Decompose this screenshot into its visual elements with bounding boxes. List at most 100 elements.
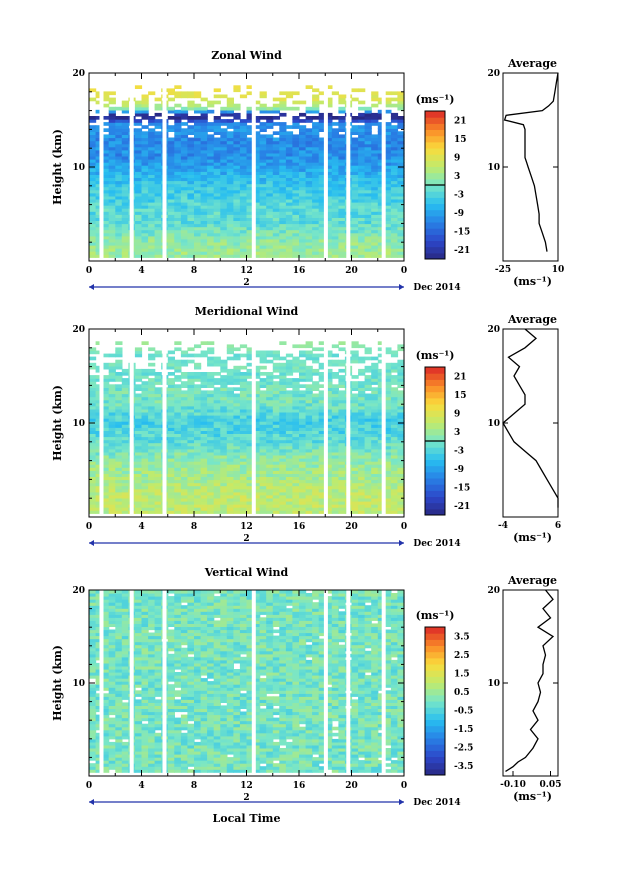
profile-title: Average xyxy=(507,574,557,587)
colorbar-tick-label: -0.5 xyxy=(454,706,473,716)
colorbar-band xyxy=(425,397,445,405)
colorbar-band xyxy=(425,750,445,757)
colorbar-band xyxy=(425,756,445,764)
data-gap xyxy=(251,329,256,517)
colorbar-band xyxy=(425,422,445,430)
colorbar-band xyxy=(425,385,445,393)
profile-y-tick-label: 20 xyxy=(487,586,500,596)
average-profile: Average 10 20 -4 6(ms⁻¹) xyxy=(487,313,561,544)
colorbar-band xyxy=(425,203,445,211)
date-tick-label: 2 xyxy=(243,278,249,288)
profile-y-tick-label: 20 xyxy=(487,325,500,335)
heatmap-field xyxy=(89,73,405,261)
colorbar-tick-label: 21 xyxy=(454,116,467,126)
colorbar-tick-label: -9 xyxy=(454,465,464,475)
colorbar-unit: (ms⁻¹) xyxy=(416,609,455,622)
profile-frame xyxy=(502,72,559,262)
colorbar-band xyxy=(425,373,445,380)
colorbar-band xyxy=(425,502,445,510)
profile-x-label: (ms⁻¹) xyxy=(513,275,552,288)
x-tick-label: 8 xyxy=(191,266,197,276)
profile-y-tick-label: 20 xyxy=(487,69,500,79)
data-gap xyxy=(129,590,134,776)
x-tick-label: 0 xyxy=(86,781,92,791)
colorbar-band xyxy=(425,252,445,260)
y-tick-label: 20 xyxy=(72,69,85,79)
colorbar-band xyxy=(425,744,445,751)
colorbar-band xyxy=(425,633,445,640)
colorbar-frame xyxy=(424,626,446,776)
colorbar-band xyxy=(425,166,445,174)
colorbar-tick-label: 3.5 xyxy=(454,632,470,642)
colorbar-band xyxy=(425,478,445,485)
panel-title: Meridional Wind xyxy=(195,305,299,318)
colorbar-band xyxy=(425,484,445,491)
profile-x-label: (ms⁻¹) xyxy=(513,790,552,803)
colorbar-band xyxy=(425,178,445,186)
x-tick-label: 16 xyxy=(293,522,306,532)
x-tick-label: 4 xyxy=(138,266,144,276)
data-gap xyxy=(381,329,386,517)
profile-frame xyxy=(502,328,559,518)
colorbar-band xyxy=(425,676,445,683)
x-tick-label: 12 xyxy=(240,781,253,791)
colorbar-band xyxy=(425,172,445,180)
x-tick-label: 0 xyxy=(86,522,92,532)
profile-line xyxy=(505,589,555,772)
colorbar-band xyxy=(425,738,445,745)
profile-x-tick-label: 10 xyxy=(552,265,565,275)
colorbar-band xyxy=(425,762,445,770)
colorbar-band xyxy=(425,434,445,442)
colorbar-band xyxy=(425,508,445,516)
colorbar-band xyxy=(425,240,445,248)
colorbar-tick-label: 2.5 xyxy=(454,651,470,661)
heatmap-field xyxy=(89,590,405,776)
x-axis-label: Local Time xyxy=(213,812,281,825)
colorbar-tick-label: -21 xyxy=(454,246,470,256)
colorbar-tick-label: -9 xyxy=(454,209,464,219)
x-tick-label: 8 xyxy=(191,522,197,532)
y-tick-label: 10 xyxy=(72,419,85,429)
colorbar-tick-label: -2.5 xyxy=(454,743,473,753)
y-tick-label: 10 xyxy=(72,679,85,689)
data-gap xyxy=(162,329,167,517)
y-tick-label: 10 xyxy=(72,163,85,173)
colorbar-band xyxy=(425,404,445,411)
profile-y-tick-label: 10 xyxy=(487,679,500,689)
colorbar-band xyxy=(425,148,445,155)
colorbar-band xyxy=(425,719,445,727)
data-gap xyxy=(381,73,386,261)
x-tick-label: 0 xyxy=(401,781,407,791)
colorbar-band xyxy=(425,627,445,634)
colorbar-band xyxy=(425,471,445,479)
colorbar-band xyxy=(425,701,445,708)
x-tick-label: 4 xyxy=(138,781,144,791)
date-axis-arrow-left xyxy=(89,540,94,546)
heatmap-field xyxy=(89,329,405,517)
colorbar-tick-label: -3.5 xyxy=(454,762,473,772)
data-gap xyxy=(323,590,328,776)
data-gap xyxy=(346,329,351,517)
colorbar-band xyxy=(425,209,445,217)
profile-x-tick-label: 0.05 xyxy=(540,780,562,790)
panel-title: Vertical Wind xyxy=(204,566,289,579)
colorbar-band xyxy=(425,222,445,229)
date-label: Dec 2014 xyxy=(413,283,460,293)
colorbar-band xyxy=(425,141,445,149)
colorbar-tick-label: -1.5 xyxy=(454,725,473,735)
colorbar-band xyxy=(425,713,445,720)
panel-title: Zonal Wind xyxy=(211,49,282,62)
y-tick-label: 20 xyxy=(72,325,85,335)
colorbar-band xyxy=(425,645,445,653)
colorbar-band xyxy=(425,367,445,374)
colorbar-band xyxy=(425,664,445,671)
colorbar-band xyxy=(425,682,445,690)
x-tick-label: 16 xyxy=(293,781,306,791)
average-profile: Average 10 20 -0.10 0.05(ms⁻¹) xyxy=(487,574,561,803)
colorbar-band xyxy=(425,447,445,454)
colorbar-band xyxy=(425,135,445,143)
colorbar-band xyxy=(425,707,445,714)
colorbar-band xyxy=(425,379,445,386)
colorbar-band xyxy=(425,160,445,167)
